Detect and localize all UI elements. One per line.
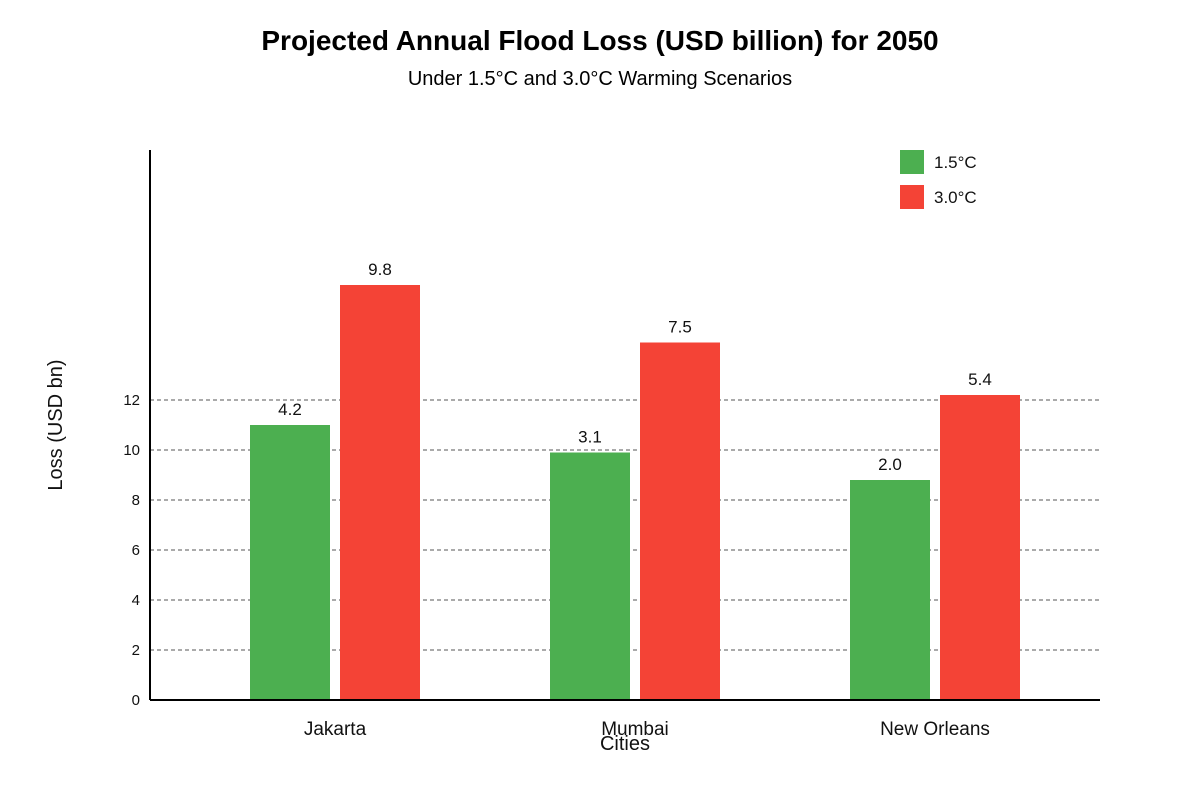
- y-tick-label: 12: [123, 392, 140, 409]
- x-category-label: New Orleans: [880, 719, 990, 740]
- legend-swatch-series-1: [900, 150, 924, 174]
- y-tick-label: 2: [132, 642, 140, 659]
- chart-subtitle: Under 1.5°C and 3.0°C Warming Scenarios: [408, 68, 792, 90]
- y-tick-label: 8: [132, 492, 140, 509]
- y-tick-label: 10: [123, 442, 140, 459]
- bar-jakarta-series-2: [340, 285, 420, 700]
- legend-swatch-series-2: [900, 185, 924, 209]
- data-label: 4.2: [278, 400, 302, 419]
- bar-mumbai-series-2: [640, 342, 720, 700]
- y-tick-label: 6: [132, 542, 140, 559]
- data-label: 9.8: [368, 260, 392, 279]
- bar-mumbai-series-1: [550, 452, 630, 700]
- legend: 1.5°C 3.0°C: [900, 150, 977, 209]
- chart-title: Projected Annual Flood Loss (USD billion…: [261, 25, 938, 56]
- data-labels: 4.2 9.8 3.1 7.5 2.0 5.4: [278, 260, 992, 474]
- bar-jakarta-series-1: [250, 425, 330, 700]
- y-tick-label: 4: [132, 592, 140, 609]
- x-category-label: Jakarta: [304, 719, 367, 740]
- bar-new-orleans-series-1: [850, 480, 930, 700]
- data-label: 2.0: [878, 455, 902, 474]
- legend-label-series-1: 1.5°C: [934, 153, 977, 172]
- data-label: 7.5: [668, 318, 692, 337]
- legend-label-series-2: 3.0°C: [934, 188, 977, 207]
- x-axis-categories: Jakarta Mumbai New Orleans: [304, 719, 990, 740]
- y-axis-ticks: 0 2 4 6 8 10 12: [123, 392, 140, 709]
- y-tick-label: 0: [132, 692, 140, 709]
- y-axis-title: Loss (USD bn): [45, 359, 67, 490]
- x-axis-title: Cities: [600, 733, 650, 755]
- bars: [250, 285, 1020, 700]
- bar-new-orleans-series-2: [940, 395, 1020, 700]
- x-category-label: Mumbai: [601, 719, 669, 740]
- data-label: 3.1: [578, 428, 602, 447]
- data-label: 5.4: [968, 370, 992, 389]
